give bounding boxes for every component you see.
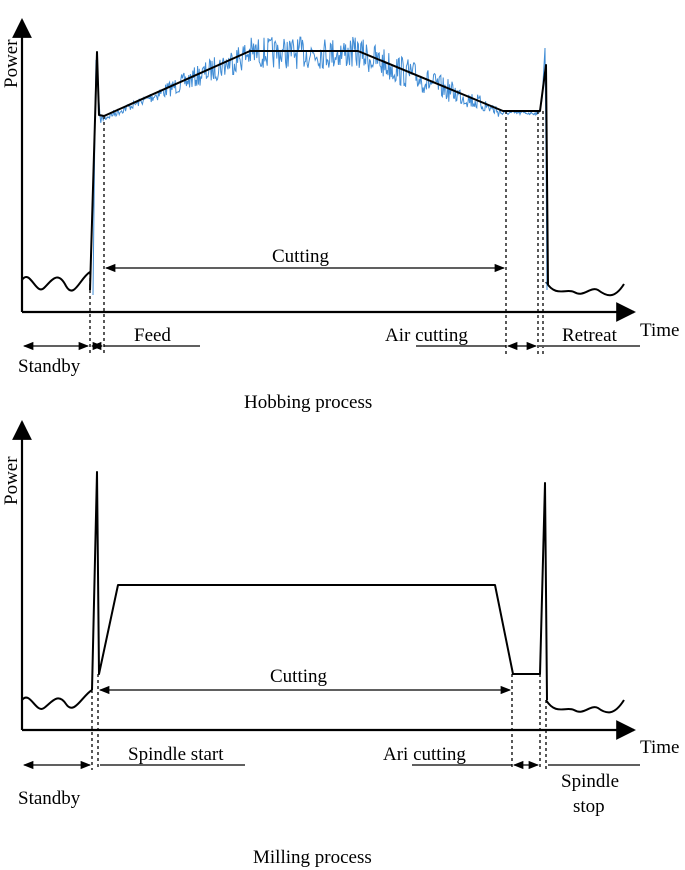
hobbing-standby-signal-right	[545, 281, 625, 297]
milling-air-cutting-label: Ari cutting	[383, 744, 466, 765]
hobbing-feed-label: Feed	[134, 325, 171, 346]
milling-spindle-stop-label-2: stop	[573, 796, 605, 817]
milling-standby-signal-left	[21, 689, 93, 710]
hobbing-x-axis-label: Time	[640, 320, 679, 341]
hobbing-standby-signal-left	[21, 271, 91, 292]
milling-standby-label: Standby	[18, 788, 81, 809]
milling-panel: Power Time Cutting Standby Spindle start…	[1, 420, 679, 868]
milling-standby-signal-right	[545, 699, 625, 714]
hobbing-power-profile	[89, 50, 549, 291]
milling-spindle-start-label: Spindle start	[128, 744, 224, 765]
milling-spindle-stop-label-1: Spindle	[561, 771, 619, 792]
hobbing-cutting-label: Cutting	[272, 246, 330, 267]
hobbing-retreat-label: Retreat	[562, 325, 618, 346]
hobbing-panel: Power Time Cutting Standby Feed Air cutt…	[1, 18, 679, 413]
hobbing-measured-signal	[92, 36, 548, 296]
hobbing-air-cutting-label: Air cutting	[385, 325, 468, 346]
milling-cutting-label: Cutting	[270, 666, 328, 687]
milling-caption: Milling process	[253, 847, 372, 868]
milling-power-profile	[91, 471, 548, 701]
hobbing-caption: Hobbing process	[244, 392, 372, 413]
milling-y-axis-label: Power	[1, 456, 22, 505]
hobbing-standby-label: Standby	[18, 356, 81, 377]
milling-x-axis-label: Time	[640, 737, 679, 758]
hobbing-y-axis-label: Power	[1, 39, 22, 88]
